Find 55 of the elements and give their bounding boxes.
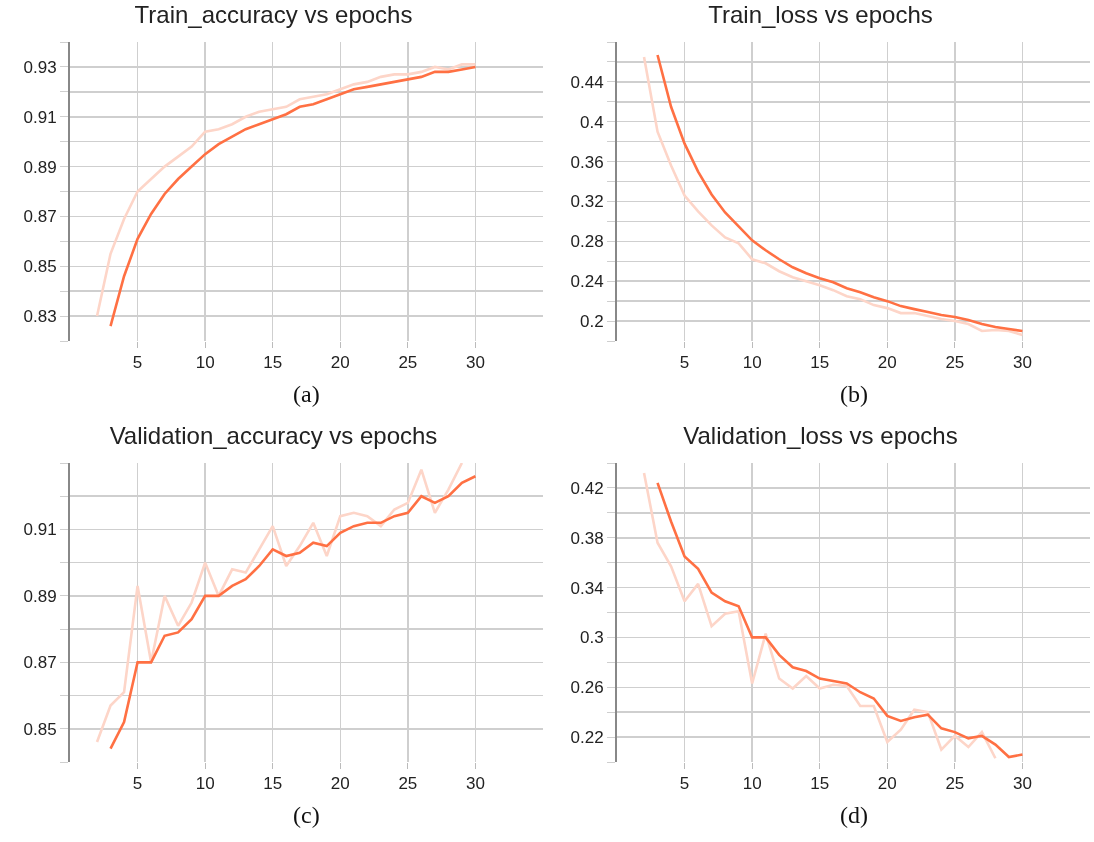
y-tick-label: 0.42: [570, 478, 604, 498]
chart-title: Train_loss vs epochs: [708, 1, 933, 29]
y-tick-label: 0.93: [23, 57, 57, 77]
y-tick-label: 0.44: [570, 72, 604, 92]
y-tick-label: 0.89: [23, 586, 57, 606]
y-tick-label: 0.87: [23, 207, 57, 227]
x-tick-label: 15: [810, 774, 830, 794]
x-tick-label: 10: [742, 774, 762, 794]
y-tick-label: 0.89: [23, 157, 57, 177]
x-tick-label: 30: [465, 774, 485, 794]
x-tick-label: 10: [195, 353, 215, 373]
x-tick-label: 15: [263, 774, 283, 794]
x-tick-label: 15: [263, 353, 283, 373]
x-tick-label: 10: [195, 774, 215, 794]
y-tick-label: 0.28: [570, 232, 604, 252]
x-tick-label: 15: [810, 353, 830, 373]
x-tick-label: 5: [679, 353, 690, 373]
chart-title: Validation_accuracy vs epochs: [109, 422, 438, 450]
y-tick-label: 0.38: [570, 528, 604, 548]
x-tick-label: 5: [679, 774, 690, 794]
y-tick-label: 0.22: [570, 728, 604, 748]
x-tick-label: 20: [330, 353, 350, 373]
x-tick-label: 5: [132, 353, 143, 373]
x-tick-label: 5: [132, 774, 143, 794]
x-tick-label: 30: [465, 353, 485, 373]
y-tick-label: 0.85: [23, 719, 57, 739]
chart-title: Train_accuracy vs epochs: [134, 1, 413, 29]
y-tick-label: 0.85: [23, 257, 57, 277]
y-tick-label: 0.2: [579, 312, 604, 332]
y-tick-label: 0.3: [579, 628, 604, 648]
x-tick-label: 25: [945, 774, 965, 794]
y-tick-label: 0.83: [23, 307, 57, 327]
x-tick-label: 20: [330, 774, 350, 794]
y-tick-label: 0.91: [23, 520, 57, 540]
y-tick-label: 0.24: [570, 272, 604, 292]
x-tick-label: 25: [398, 774, 418, 794]
y-tick-label: 0.34: [570, 578, 604, 598]
y-tick-label: 0.87: [23, 653, 57, 673]
y-tick-label: 0.4: [579, 112, 604, 132]
y-tick-label: 0.26: [570, 678, 604, 698]
text: (b): [840, 381, 868, 407]
x-tick-label: 25: [398, 353, 418, 373]
chart-title: Validation_loss vs epochs: [683, 422, 958, 450]
x-tick-label: 10: [742, 353, 762, 373]
x-tick-label: 20: [877, 774, 897, 794]
y-tick-label: 0.36: [570, 152, 604, 172]
y-tick-label: 0.91: [23, 107, 57, 127]
text: (a): [293, 381, 320, 407]
x-tick-label: 25: [945, 353, 965, 373]
text: (c): [293, 802, 320, 828]
text: (d): [840, 802, 868, 828]
y-tick-label: 0.32: [570, 192, 604, 212]
x-tick-label: 30: [1012, 353, 1032, 373]
x-tick-label: 20: [877, 353, 897, 373]
x-tick-label: 30: [1012, 774, 1032, 794]
